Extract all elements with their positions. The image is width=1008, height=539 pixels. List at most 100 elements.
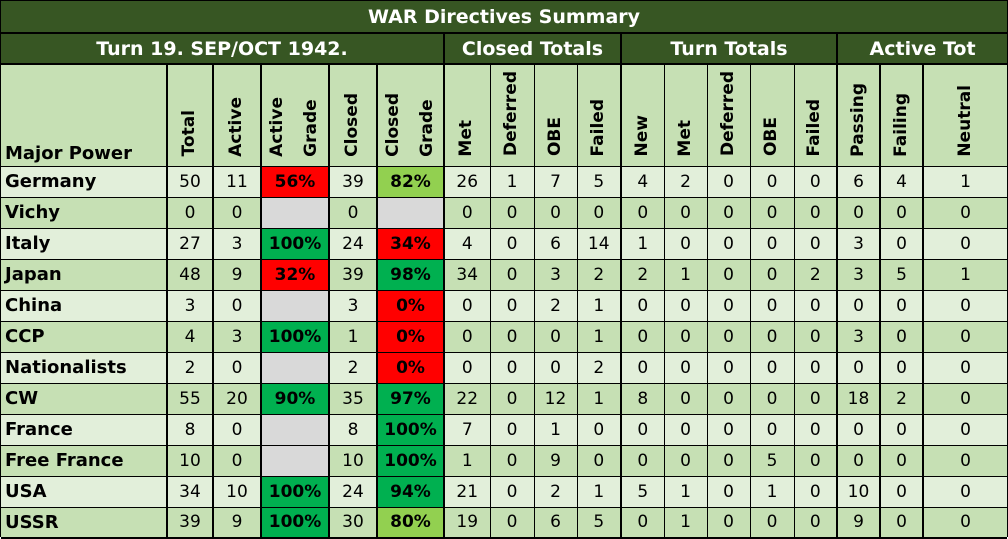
cell-ct-deferred: 0 (489, 475, 534, 507)
col-tt-new: New (620, 64, 664, 167)
cell-active-grade (260, 289, 329, 321)
table-row: Italy 27 3 100% 24 34% 4 0 6 14 1 0 0 0 … (1, 227, 1008, 259)
cell-ct-obe: 6 (533, 506, 577, 539)
cell-total: 39 (166, 506, 213, 539)
cell-tt-new: 0 (620, 320, 664, 352)
cell-active-grade (260, 413, 329, 445)
cell-at-neutral: 0 (921, 227, 1008, 259)
cell-tt-deferred: 0 (706, 227, 750, 259)
cell-at-passing: 0 (836, 351, 880, 383)
cell-ct-deferred: 0 (489, 196, 534, 228)
cell-tt-deferred: 0 (706, 475, 750, 507)
cell-ct-deferred: 0 (489, 289, 534, 321)
cell-tt-deferred: 0 (706, 351, 750, 383)
cell-at-failing: 0 (879, 196, 923, 228)
major-power-name: USA (1, 475, 167, 507)
cell-ct-met: 4 (443, 227, 490, 259)
cell-tt-failed: 0 (793, 196, 837, 228)
cell-tt-met: 2 (663, 165, 707, 197)
cell-total: 34 (166, 475, 213, 507)
cell-ct-met: 7 (443, 413, 490, 445)
cell-at-failing: 0 (879, 506, 923, 539)
cell-closed: 39 (328, 165, 377, 197)
cell-closed: 8 (328, 413, 377, 445)
major-power-name: CCP (1, 320, 167, 352)
major-power-name: Vichy (1, 196, 167, 228)
cell-at-neutral: 0 (921, 289, 1008, 321)
cell-at-passing: 0 (836, 444, 880, 476)
cell-tt-deferred: 0 (706, 289, 750, 321)
major-power-name: Japan (1, 258, 167, 290)
table-row: Nationalists 2 0 2 0% 0 0 0 2 0 0 0 0 0 … (1, 351, 1008, 383)
cell-tt-new: 4 (620, 165, 664, 197)
major-power-name: CW (1, 382, 167, 414)
col-at-failing: Failing (879, 64, 923, 167)
cell-active-grade: 100% (260, 475, 329, 507)
cell-tt-failed: 0 (793, 289, 837, 321)
major-power-name: Free France (1, 444, 167, 476)
cell-tt-met: 1 (663, 258, 707, 290)
cell-total: 48 (166, 258, 213, 290)
cell-tt-obe: 1 (749, 475, 794, 507)
cell-closed-grade: 100% (376, 413, 444, 445)
cell-active: 3 (212, 227, 261, 259)
cell-tt-deferred: 0 (706, 444, 750, 476)
cell-tt-failed: 2 (793, 258, 837, 290)
cell-active: 9 (212, 258, 261, 290)
major-power-name: China (1, 289, 167, 321)
cell-at-passing: 3 (836, 227, 880, 259)
cell-tt-obe: 0 (749, 351, 794, 383)
cell-active: 9 (212, 506, 261, 539)
col-ct-met: Met (443, 64, 490, 167)
cell-closed: 24 (328, 227, 377, 259)
cell-ct-obe: 12 (533, 382, 577, 414)
cell-total: 8 (166, 413, 213, 445)
cell-closed-grade (376, 196, 444, 228)
cell-closed: 39 (328, 258, 377, 290)
cell-tt-deferred: 0 (706, 506, 750, 539)
cell-ct-failed: 5 (576, 506, 621, 539)
cell-tt-met: 0 (663, 227, 707, 259)
table-row: China 3 0 3 0% 0 0 2 1 0 0 0 0 0 0 0 0 (1, 289, 1008, 321)
cell-ct-obe: 2 (533, 475, 577, 507)
cell-tt-obe: 0 (749, 165, 794, 197)
cell-closed-grade: 94% (376, 475, 444, 507)
cell-closed: 0 (328, 196, 377, 228)
cell-ct-deferred: 0 (489, 320, 534, 352)
cell-at-passing: 0 (836, 289, 880, 321)
cell-closed-grade: 97% (376, 382, 444, 414)
cell-tt-new: 1 (620, 227, 664, 259)
cell-ct-obe: 9 (533, 444, 577, 476)
cell-tt-obe: 0 (749, 227, 794, 259)
cell-tt-failed: 0 (793, 413, 837, 445)
cell-tt-met: 1 (663, 506, 707, 539)
cell-closed: 35 (328, 382, 377, 414)
cell-active-grade: 100% (260, 227, 329, 259)
cell-at-failing: 5 (879, 258, 923, 290)
major-power-name: Nationalists (1, 351, 167, 383)
table-row: Germany 50 11 56% 39 82% 26 1 7 5 4 2 0 … (1, 165, 1008, 197)
cell-ct-failed: 1 (576, 382, 621, 414)
cell-tt-failed: 0 (793, 351, 837, 383)
cell-at-neutral: 0 (921, 382, 1008, 414)
group-active-tot: Active Tot (835, 33, 1008, 65)
cell-tt-new: 0 (620, 351, 664, 383)
cell-tt-obe: 0 (749, 320, 794, 352)
cell-at-neutral: 0 (921, 320, 1008, 352)
cell-tt-obe: 5 (749, 444, 794, 476)
cell-at-neutral: 0 (921, 413, 1008, 445)
cell-at-failing: 0 (879, 227, 923, 259)
cell-active-grade: 90% (260, 382, 329, 414)
cell-at-passing: 9 (836, 506, 880, 539)
cell-ct-met: 1 (443, 444, 490, 476)
cell-tt-met: 0 (663, 289, 707, 321)
cell-at-failing: 0 (879, 475, 923, 507)
cell-tt-met: 0 (663, 351, 707, 383)
cell-active-grade: 100% (260, 320, 329, 352)
table-row: CW 55 20 90% 35 97% 22 0 12 1 8 0 0 0 0 … (1, 382, 1008, 414)
cell-at-passing: 0 (836, 196, 880, 228)
cell-at-failing: 0 (879, 351, 923, 383)
cell-at-passing: 0 (836, 413, 880, 445)
cell-ct-failed: 2 (576, 258, 621, 290)
